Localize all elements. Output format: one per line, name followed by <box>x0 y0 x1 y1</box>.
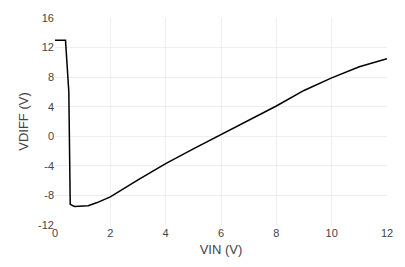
svg-text:6: 6 <box>218 227 224 239</box>
svg-text:VDIFF (V): VDIFF (V) <box>16 92 31 151</box>
svg-text:12: 12 <box>381 227 393 239</box>
svg-text:8: 8 <box>48 71 54 83</box>
svg-text:-12: -12 <box>38 219 54 231</box>
svg-text:12: 12 <box>42 41 54 53</box>
svg-text:-8: -8 <box>44 189 54 201</box>
svg-text:2: 2 <box>107 227 113 239</box>
svg-text:VIN (V): VIN (V) <box>200 242 243 257</box>
svg-text:4: 4 <box>48 101 54 113</box>
svg-text:4: 4 <box>163 227 169 239</box>
svg-text:8: 8 <box>273 227 279 239</box>
svg-text:16: 16 <box>42 12 54 24</box>
svg-text:10: 10 <box>326 227 338 239</box>
svg-text:0: 0 <box>52 227 58 239</box>
svg-text:0: 0 <box>48 130 54 142</box>
svg-text:-4: -4 <box>44 160 54 172</box>
